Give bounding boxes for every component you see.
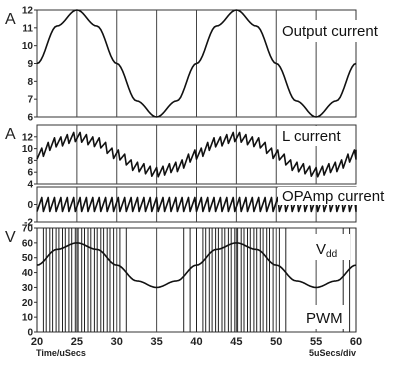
vdd-label: Vdd (316, 241, 337, 260)
x-tick-label: 60 (350, 336, 362, 348)
x-tick-label: 45 (230, 336, 242, 348)
unit-label: A (5, 126, 16, 143)
y-tick-label: 60 (22, 238, 34, 249)
y-tick-label: 30 (22, 283, 34, 294)
y-tick-label: 10 (22, 144, 34, 155)
label-background (278, 20, 390, 42)
label-background (278, 126, 350, 146)
y-tick-label: 11 (22, 23, 33, 34)
panel-3: 0 10 20 30 40 50 60 70 V Vdd PWM (5, 224, 357, 339)
panel-0: 6 7 8 9 10 11 12 A Output current (5, 6, 390, 124)
y-tick-label: 70 (22, 224, 34, 235)
y-tick-label: 12 (22, 6, 34, 17)
x-tick-label: 25 (71, 336, 83, 348)
x-tick-label: 35 (151, 336, 163, 348)
label-background (302, 305, 348, 329)
label-background (312, 234, 350, 260)
opamp-current-label: OPAmp current (282, 188, 385, 205)
y-tick-label: 40 (22, 268, 34, 279)
y-tick-label: 4 (27, 180, 33, 191)
y-tick-label: 0 (27, 200, 33, 211)
pwm-label: PWM (306, 310, 343, 327)
time-scale-label: 5uSecs/div (309, 348, 356, 358)
unit-label: V (5, 229, 16, 246)
x-tick-label: 20 (31, 336, 43, 348)
y-tick-label: 8 (27, 77, 33, 88)
vdd-trace (36, 242, 357, 289)
output-current-trace (36, 9, 357, 118)
y-tick-label: 6 (27, 113, 33, 124)
x-tick-label: 55 (310, 336, 322, 348)
y-tick-label: -2 (24, 218, 33, 229)
l-current-trace (36, 131, 357, 178)
y-tick-label: 9 (27, 59, 33, 70)
y-tick-label: 12 (22, 132, 34, 143)
x-axis: 20 25 30 35 40 45 50 55 60 (31, 336, 362, 348)
y-tick-label: 8 (27, 156, 33, 167)
output-current-label: Output current (282, 23, 379, 40)
x-tick-label: 30 (111, 336, 123, 348)
x-tick-label: 50 (270, 336, 282, 348)
y-tick-label: 0 (27, 328, 33, 339)
x-tick-label: 40 (190, 336, 202, 348)
label-background (278, 187, 388, 205)
panel-2: 0 -2 OPAmp current (24, 186, 388, 229)
y-tick-label: 20 (22, 298, 34, 309)
y-tick-label: 7 (27, 95, 33, 106)
l-current-label: L current (282, 128, 341, 145)
y-tick-label: 10 (22, 41, 34, 52)
y-tick-label: 6 (27, 168, 33, 179)
x-axis-label: Time/uSecs (36, 348, 86, 358)
y-tick-label: 10 (22, 313, 34, 324)
y-tick-label: 50 (22, 253, 34, 264)
unit-label: A (5, 11, 16, 28)
opamp-current-trace (36, 196, 357, 213)
